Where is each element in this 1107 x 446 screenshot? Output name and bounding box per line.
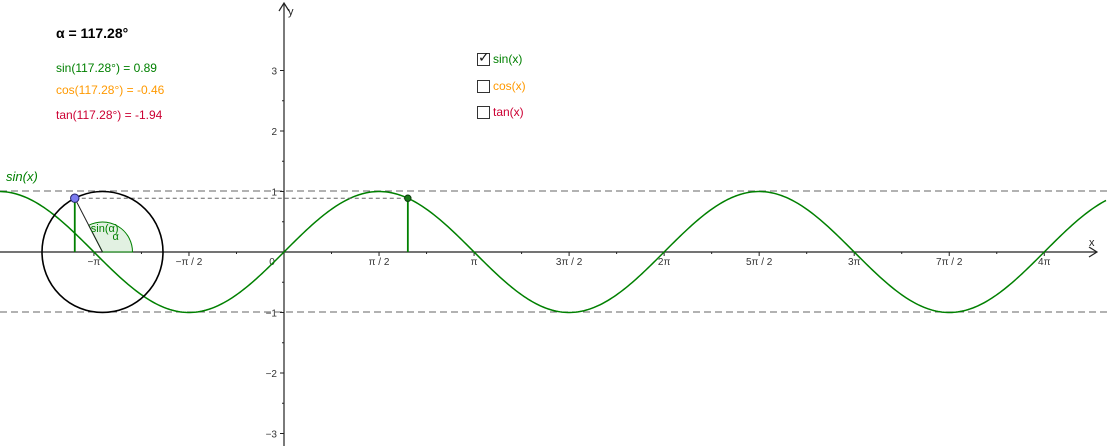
radius-line [74,197,103,253]
x-tick-label: 3π [848,257,861,268]
angle-label: α [113,231,120,243]
x-tick-label: 4π [1038,257,1051,268]
x-tick-label: 7π / 2 [936,257,963,268]
sin-alpha-label: sin(α) [91,223,119,235]
y-axis-arrow [278,1,290,12]
checkbox-sin[interactable]: sin(x) [477,50,523,66]
curve-point [404,194,412,202]
tan-readout: tan(117.28°) = -1.94 [56,108,163,122]
x-tick-label: 5π / 2 [746,257,773,268]
checkbox-cos-label: cos(x) [493,79,526,93]
x-tick-label: 0 [269,257,275,268]
x-tick-label: −π [88,257,101,268]
cos-readout: cos(117.28°) = -0.46 [56,83,165,97]
checkbox-cos-box[interactable] [477,79,490,93]
alpha-value-label: α = 117.28° [56,25,129,41]
x-axis-label: x [1089,237,1095,249]
unit-circle [41,190,164,314]
x-axis-arrow [1088,246,1099,258]
checkbox-sin-label: sin(x) [493,52,523,66]
checkbox-tan[interactable]: tan(x) [477,105,524,119]
x-tick-label: π [471,257,478,268]
circle-point-handle[interactable] [70,193,80,203]
function-label: sin(x) [6,169,38,184]
checkbox-cos[interactable]: cos(x) [477,79,526,93]
sine-curve [0,190,1107,314]
y-tick-label: 1 [271,188,277,199]
checkbox-sin-box[interactable] [477,50,490,66]
y-tick-label: −2 [266,369,278,380]
x-axis-ticks: −π −π / 2 0 π / 2 π 3π / 2 2π 5π / 2 3π 7π / 2 4π [88,252,1051,268]
y-tick-label: −1 [266,309,278,320]
sin-readout: sin(117.28°) = 0.89 [56,61,157,75]
checkbox-tan-label: tan(x) [493,105,524,119]
y-tick-label: 2 [271,127,277,138]
y-axis-ticks: 3 2 1 −1 −2 −3 [266,67,284,441]
x-tick-label: 3π / 2 [556,257,583,268]
x-tick-label: −π / 2 [176,257,203,268]
y-tick-label: 3 [271,67,277,78]
angle-sector [88,221,134,253]
y-tick-label: −3 [266,430,278,441]
y-axis-label: y [288,6,294,18]
x-tick-label: 2π [658,257,671,268]
checkbox-tan-box[interactable] [477,105,490,119]
x-tick-label: π / 2 [369,257,390,268]
